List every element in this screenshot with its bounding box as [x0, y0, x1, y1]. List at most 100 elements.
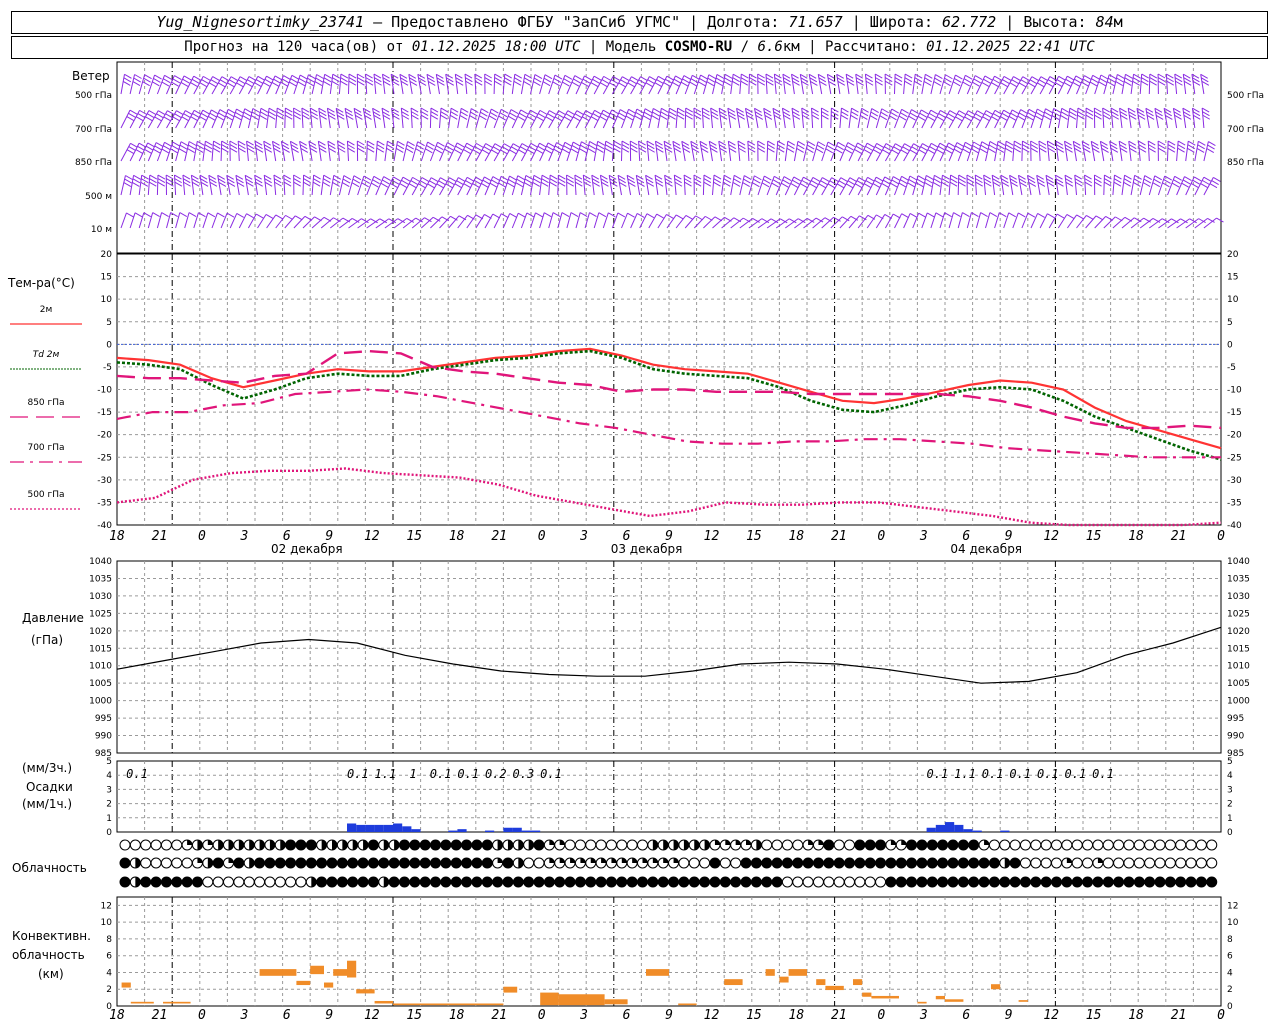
- temp-tick-left: 20: [101, 250, 113, 260]
- wind-barb-shaft: [966, 75, 976, 95]
- wind-barb-flag: [337, 140, 345, 146]
- cloud-cover-icon: [357, 876, 369, 888]
- wind-barb-flag: [699, 77, 707, 83]
- wind-barb-flag: [1056, 147, 1065, 153]
- wind-barb-flag: [172, 116, 181, 122]
- wind-barb-flag: [1074, 174, 1082, 180]
- wind-barb-flag: [705, 215, 713, 221]
- wind-barb-flag: [407, 141, 415, 146]
- wind-barb-flag: [953, 212, 961, 218]
- wind-barb-shaft: [246, 141, 249, 162]
- wind-barb-shaft: [675, 215, 687, 229]
- wind-barb-shaft: [657, 75, 668, 95]
- pressure-tick-right: 985: [1227, 749, 1244, 759]
- wind-barb-flag: [846, 77, 854, 83]
- wind-barb-shaft: [1048, 213, 1058, 229]
- wind-barb-flag: [854, 183, 863, 189]
- wind-barb-flag: [596, 144, 605, 150]
- wind-barb-flag: [819, 80, 827, 86]
- wind-barb-shaft: [1194, 217, 1208, 229]
- cloud-cover-icon: [150, 876, 162, 888]
- wind-barb-flag: [583, 113, 592, 119]
- wind-barb-flag: [344, 107, 353, 113]
- temp-tick-left: -30: [97, 476, 112, 486]
- wind-barb-flag: [1036, 108, 1045, 114]
- wind-barb-flag: [1162, 182, 1170, 188]
- wind-barb-flag: [932, 181, 941, 187]
- wind-barb-flag: [963, 78, 972, 84]
- cloud-cover-quarter: [207, 840, 213, 845]
- wind-barb-flag: [732, 80, 740, 86]
- cloud-cover-icon: [1030, 839, 1042, 851]
- wind-barb-flag: [646, 213, 655, 219]
- wind-barb-flag: [182, 78, 190, 84]
- wind-barb-flag: [132, 178, 141, 184]
- wind-barb-shaft: [1130, 74, 1135, 95]
- cloud-cover-quarter: [228, 858, 234, 863]
- wind-barb-flag: [138, 142, 147, 148]
- wind-barb-flag: [655, 144, 664, 150]
- wind-barb-flag: [133, 174, 141, 180]
- wind-barb-shaft: [630, 108, 638, 129]
- wind-barb-shaft: [1084, 175, 1087, 196]
- wind-barb-flag: [342, 178, 351, 184]
- wind-barb-flag: [1037, 178, 1045, 184]
- wind-barb-shaft: [591, 175, 595, 196]
- wind-barb-flag: [509, 212, 517, 218]
- wind-barb-flag: [541, 174, 550, 180]
- wind-barb-shaft: [994, 109, 1005, 129]
- wind-barb-flag: [992, 113, 1001, 118]
- x-axis-labels: 1818212100336699121215151818212100336699…: [109, 529, 1225, 1023]
- x-tick-mid: 9: [325, 529, 333, 544]
- wind-barb-shaft: [366, 176, 375, 196]
- wind-barb-flag: [866, 142, 875, 148]
- wind-barb-flag: [706, 81, 715, 87]
- wind-barb-shaft: [420, 141, 429, 162]
- wind-barb-flag: [953, 148, 962, 154]
- wind-barb-flag: [1201, 107, 1210, 113]
- wind-barb-flag: [610, 112, 618, 118]
- wind-barb-flag: [742, 182, 750, 187]
- conv-tick-left: 0: [106, 1002, 112, 1012]
- wind-barb-flag: [395, 147, 404, 153]
- wind-barb-shaft: [1057, 75, 1068, 95]
- wind-barb-flag: [1155, 111, 1163, 117]
- wind-barb-flag: [630, 147, 638, 153]
- cloud-cover-icon: [398, 857, 410, 869]
- wind-barb-flag: [157, 174, 166, 180]
- wind-barb-shaft: [520, 212, 528, 229]
- cloud-cover-half: [652, 840, 658, 850]
- precip-3h-value: 0.2: [485, 767, 507, 781]
- cloud-cover-icon: [223, 876, 234, 888]
- wind-barb-flag: [524, 178, 533, 184]
- wind-barb-flag: [754, 107, 762, 113]
- cloud-cover-half: [269, 840, 275, 850]
- wind-barb-shaft: [903, 213, 911, 229]
- wind-barb-flag: [703, 174, 712, 180]
- wind-barb-shaft: [1127, 108, 1132, 129]
- wind-barb-shaft: [1176, 176, 1185, 196]
- pressure-tick-right: 1010: [1227, 662, 1250, 672]
- wind-barb-shaft: [757, 175, 765, 196]
- wind-barb-flag: [860, 114, 868, 120]
- wind-barb-flag: [347, 140, 355, 146]
- wind-barb-flag: [354, 111, 363, 117]
- wind-barb-flag: [225, 115, 233, 121]
- wind-barb-flag: [166, 181, 174, 187]
- precip-bar: [972, 830, 982, 832]
- wind-barb-shaft: [894, 109, 903, 129]
- wind-barb-flag: [816, 144, 825, 150]
- wind-barb-shaft: [1147, 141, 1150, 162]
- x-tick-bottom: 0: [198, 1008, 206, 1023]
- wind-barb-flag: [123, 77, 132, 83]
- x-tick-mid: 3: [919, 529, 928, 544]
- wind-barb-flag: [391, 107, 399, 113]
- wind-barb-flag: [792, 111, 800, 117]
- wind-barb-shaft: [420, 216, 434, 229]
- wind-barb-flag: [677, 111, 685, 117]
- wind-barb-shaft: [184, 212, 190, 229]
- wind-barb-flag: [336, 111, 345, 117]
- wind-barb-shaft: [193, 141, 198, 162]
- wind-barb-flag: [1144, 175, 1152, 180]
- wind-barb-flag: [411, 111, 419, 117]
